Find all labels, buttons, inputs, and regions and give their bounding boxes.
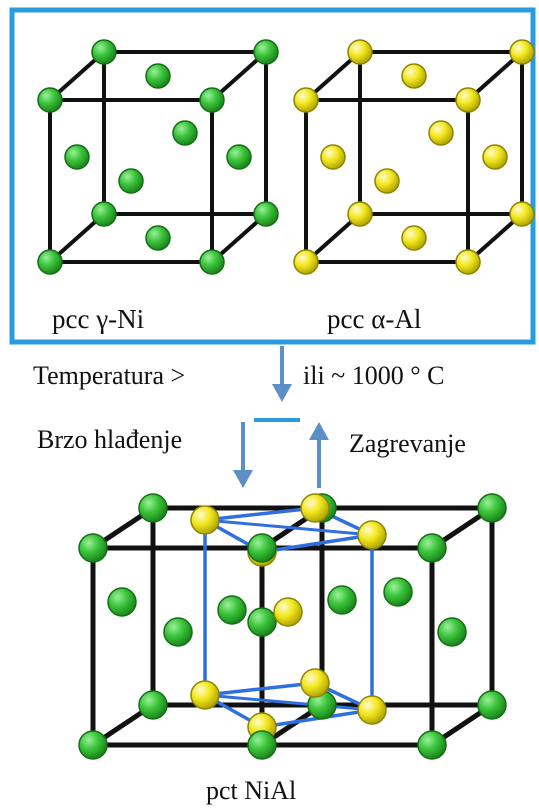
face-center-atom [320,144,346,170]
al-atom [273,597,303,627]
fast-cooling-label: Brzo hlađenje [37,425,182,454]
ni-atom [247,730,277,760]
al-atom [300,493,330,523]
face-center-atom [226,144,252,170]
face-center-atom [428,120,454,146]
al-atom [190,505,220,535]
al-atom [357,520,387,550]
corner-atom [91,39,117,65]
corner-atom [37,87,63,113]
corner-atom [293,249,319,275]
corner-atom [293,87,319,113]
corner-atom [347,201,373,227]
corner-atom [455,87,481,113]
face-center-atom [401,63,427,89]
heating-label: Zagrevanje [349,429,466,458]
alpha-al-label: pcc α-Al [327,304,421,334]
ni-atom [327,585,357,615]
ni-atom [417,533,447,563]
temperature-label-right: ili ~ 1000 ° C [303,361,444,390]
transformation-arrows [233,346,329,488]
al-atom [357,695,387,725]
corner-atom [199,87,225,113]
corner-atom [509,201,535,227]
nial-label: pct NiAl [206,776,296,805]
nial-bond [203,518,374,537]
face-center-atom [172,120,198,146]
face-center-atom [374,168,400,194]
corner-atom [91,201,117,227]
ni-atom [247,533,277,563]
corner-atom [455,249,481,275]
corner-atom [253,39,279,65]
al-atom [190,680,220,710]
nial-bond [203,506,317,522]
top-frame [9,7,536,345]
ni-atom [78,730,108,760]
face-center-atom [482,144,508,170]
corner-atom [199,249,225,275]
ni-atom [138,690,168,720]
down-arrow-head-top [272,384,292,402]
ni-atom [477,690,507,720]
corner-atom [253,201,279,227]
ni-atom [78,533,108,563]
face-center-atom [64,144,90,170]
temperature-label-left: Temperatura > [33,361,185,390]
corner-atom [509,39,535,65]
ni-atom [138,493,168,523]
nial-unit-cell [78,493,507,760]
corner-atom [347,39,373,65]
down-arrow-head-cooling [233,470,253,488]
ni-atom [437,617,467,647]
corner-atom [37,249,63,275]
ni-atom [217,595,247,625]
ni-atom [247,607,277,637]
alpha-al-unit-cell [293,39,535,275]
face-center-atom [401,225,427,251]
ni-atom [477,493,507,523]
up-arrow-head-heating [309,422,329,440]
nial-bond [203,681,317,697]
gamma-ni-unit-cell [37,39,279,275]
face-center-atom [118,168,144,194]
ni-atom [383,577,413,607]
ni-atom [163,617,193,647]
face-center-atom [145,225,171,251]
nial-bond [203,693,374,712]
nial-bond [260,533,374,554]
face-center-atom [145,63,171,89]
ni-atom [107,587,137,617]
ni-atom [417,730,447,760]
al-atom [300,668,330,698]
gamma-ni-label: pcc γ-Ni [52,304,144,334]
